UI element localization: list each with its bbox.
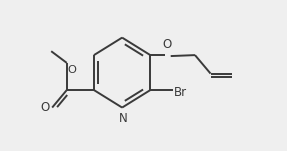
Text: O: O [40, 101, 49, 114]
Text: O: O [68, 65, 77, 75]
Text: Br: Br [174, 85, 187, 98]
Text: N: N [119, 112, 127, 125]
Text: O: O [162, 38, 171, 51]
